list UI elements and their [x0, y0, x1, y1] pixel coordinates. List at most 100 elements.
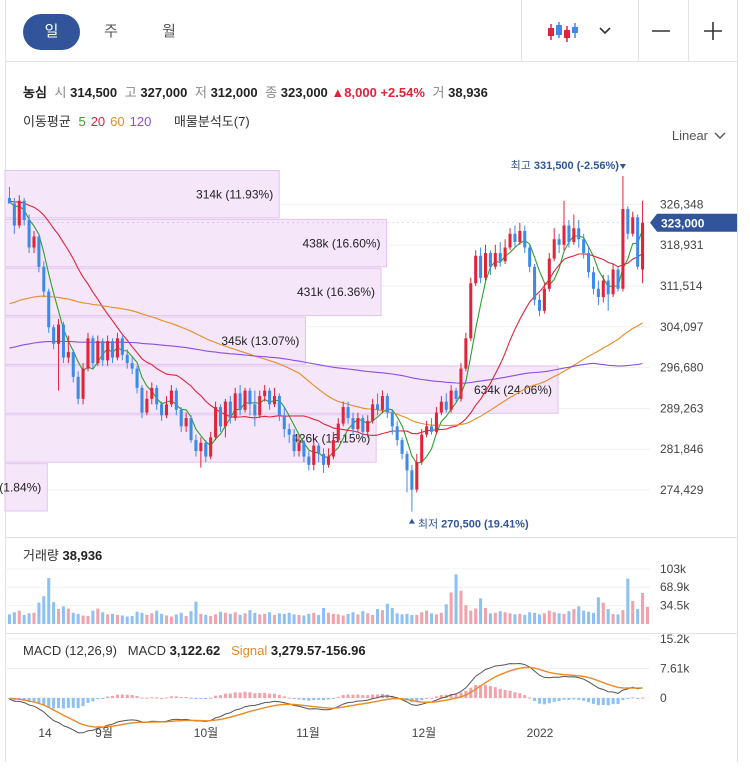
tab-day[interactable]: 일 — [23, 14, 80, 50]
volume-bar — [326, 612, 330, 624]
scale-selector[interactable]: Linear — [672, 128, 726, 143]
macd-histogram-bar — [297, 698, 301, 700]
macd-histogram-bar — [71, 698, 75, 708]
macd-histogram-bar — [106, 696, 110, 698]
current-price-tag — [650, 213, 737, 232]
macd-title: MACD (12,26,9) MACD 3,122.62 Signal 3,27… — [23, 643, 366, 658]
macd-histogram-bar — [140, 697, 144, 699]
macd-histogram-bar — [268, 693, 272, 698]
volume-profile-label[interactable]: 매물분석도(7) — [173, 114, 250, 129]
panel-divider — [5, 633, 738, 634]
macd-histogram-bar — [587, 698, 591, 703]
candle-body — [547, 258, 551, 289]
volume-bar — [454, 574, 458, 624]
tab-week[interactable]: 주 — [104, 23, 118, 40]
volume-bar — [366, 613, 370, 624]
volume-bar — [160, 613, 164, 624]
candle-body — [282, 415, 286, 430]
zoom-out-button[interactable] — [641, 12, 681, 50]
y-tick-label: 281,846 — [660, 442, 704, 456]
macd-histogram-bar — [101, 698, 105, 699]
volume-bar — [150, 613, 154, 624]
macd-histogram-bar — [552, 698, 556, 702]
candle-body — [47, 291, 51, 328]
macd-histogram-bar — [606, 698, 610, 706]
macd-histogram-bar — [135, 695, 139, 698]
panel-divider — [5, 537, 738, 538]
volume-bar — [483, 607, 488, 624]
candle-body — [268, 390, 272, 405]
volume-bar — [557, 613, 561, 624]
candle-body — [169, 390, 173, 405]
macd-histogram-bar — [439, 695, 443, 698]
macd-y-tick: 15.2k — [660, 632, 690, 646]
volume-profile-label: 634k (24.06%) — [474, 383, 552, 397]
volume-bar — [17, 610, 21, 624]
macd-histogram-bar — [238, 692, 242, 698]
candle-body — [513, 233, 517, 243]
candle-body — [410, 470, 414, 490]
candle-body — [194, 440, 198, 452]
ma-line-20 — [9, 200, 643, 436]
macd-histogram-bar — [66, 698, 70, 708]
macd-histogram-bar — [130, 694, 134, 698]
macd-histogram-bar — [434, 696, 438, 698]
volume-bar — [341, 615, 345, 624]
volume-bar — [444, 604, 448, 624]
macd-histogram-bar — [356, 694, 360, 698]
volume-bar — [106, 614, 110, 624]
toolbar-divider — [638, 0, 639, 62]
volume-bar — [591, 612, 595, 624]
macd-params: MACD (12,26,9) — [23, 643, 117, 658]
macd-histogram-bar — [326, 698, 330, 700]
signal-label: Signal — [231, 643, 268, 658]
candle-body — [110, 341, 115, 358]
candle-body — [228, 401, 232, 419]
volume-bar — [420, 612, 424, 624]
macd-histogram-bar — [61, 698, 65, 709]
volume-bar — [606, 609, 610, 624]
volume-bars — [7, 574, 649, 624]
volume-bar — [42, 596, 46, 624]
macd-histogram-bar — [125, 694, 129, 698]
macd-histogram-bar — [542, 698, 546, 705]
volume-bar — [272, 614, 276, 624]
macd-histogram-bar — [223, 693, 227, 698]
candle-body — [582, 239, 586, 254]
tab-month[interactable]: 월 — [162, 23, 176, 40]
macd-histogram-bar — [533, 698, 537, 701]
macd-histogram-bar — [145, 697, 149, 699]
macd-histogram-bar — [32, 698, 36, 703]
macd-histogram-bar — [169, 696, 173, 698]
ma-line-120 — [9, 340, 643, 384]
macd-histogram — [7, 684, 645, 709]
volume-bar — [115, 614, 119, 624]
volume-bar — [140, 612, 144, 624]
candle-body — [12, 203, 16, 226]
current-price-label: 323,000 — [661, 216, 705, 230]
macd-histogram-bar — [174, 696, 178, 698]
candle-body — [425, 426, 429, 435]
candle-body — [557, 239, 561, 245]
zoom-in-button[interactable] — [693, 12, 733, 50]
candle-body — [22, 200, 26, 221]
candle-body — [120, 338, 124, 355]
macd-histogram-bar — [641, 697, 645, 699]
max-marker — [619, 163, 626, 169]
volume-value: 38,936 — [448, 85, 488, 100]
macd-histogram-bar — [184, 696, 188, 698]
macd-histogram-bar — [243, 691, 247, 698]
moving-average-legend[interactable]: 이동평균 5 20 60 120 매물분석도(7) — [23, 111, 254, 130]
volume-bar — [479, 598, 483, 624]
volume-bar — [86, 615, 90, 624]
chart-type-selector[interactable] — [537, 12, 617, 50]
volume-bar — [204, 614, 208, 624]
macd-histogram-bar — [415, 698, 419, 702]
macd-histogram-bar — [204, 698, 208, 699]
volume-bar — [174, 614, 178, 624]
macd-histogram-bar — [155, 697, 159, 699]
candle-body — [287, 429, 291, 435]
candle-body — [474, 255, 478, 284]
candle-body — [336, 423, 340, 441]
